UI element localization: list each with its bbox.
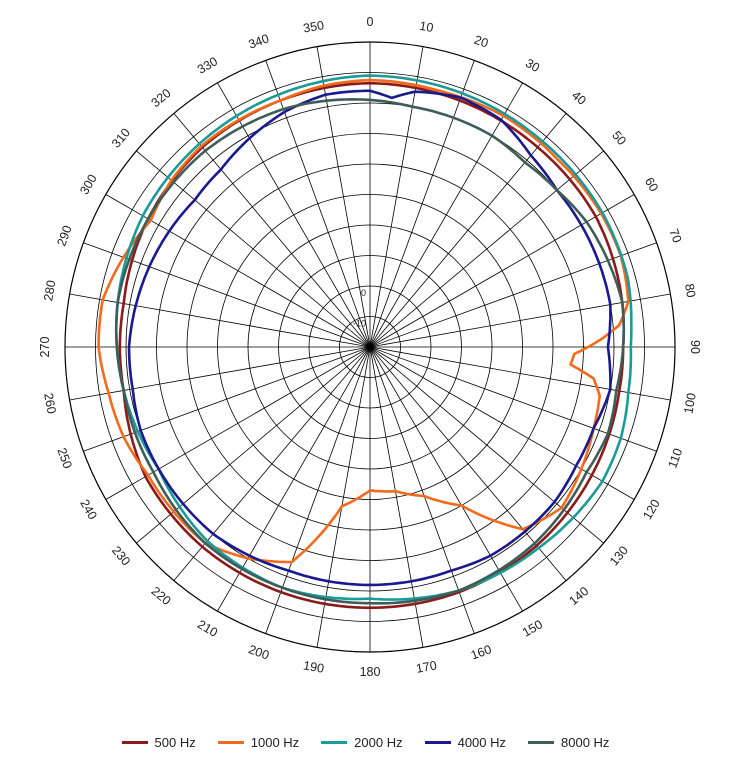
angle-tick-label: 340 <box>247 31 271 51</box>
angle-tick-label: 20 <box>472 33 490 51</box>
grid-spoke <box>173 346 371 581</box>
angle-tick-label: 290 <box>54 224 74 248</box>
grid-spoke <box>369 82 523 348</box>
angle-tick-label: 10 <box>418 19 434 35</box>
series-lines <box>97 74 633 610</box>
angle-tick-label: 120 <box>640 497 663 522</box>
series-line-4000-hz <box>127 89 612 587</box>
polar-chart: 0 10 20 30 40 50 60 70 80 90 100 110 120 130 140 150 160… <box>38 15 702 679</box>
angle-tick-label: 240 <box>77 497 100 522</box>
angle-tick-label: 60 <box>642 175 661 194</box>
legend-item: 1000 Hz <box>217 734 300 750</box>
angle-tick-label: 200 <box>247 642 271 662</box>
legend-label: 1000 Hz <box>250 734 300 750</box>
grid-spoke <box>369 60 475 348</box>
radial-tick-label: -10 <box>353 319 366 329</box>
angle-tick-label: 250 <box>54 446 74 470</box>
angle-tick-label: 150 <box>520 617 545 640</box>
legend-item: 500 Hz <box>121 734 196 750</box>
angle-tick-label: 70 <box>666 227 684 245</box>
grid-spoke <box>369 346 635 500</box>
angle-tick-label: 110 <box>665 446 685 470</box>
angle-tick-label: 180 <box>360 665 381 679</box>
grid-spoke <box>217 82 371 348</box>
angle-tick-label: 90 <box>688 340 702 354</box>
angle-tick-label: 230 <box>109 543 133 568</box>
grid-spoke <box>369 113 567 348</box>
grid-spoke <box>369 346 475 634</box>
angle-tick-label: 100 <box>681 392 698 415</box>
angle-tick-label: 210 <box>195 617 220 640</box>
angle-tick-label: 330 <box>195 54 220 77</box>
legend-label: 4000 Hz <box>457 734 507 750</box>
legend-item: 2000 Hz <box>321 734 403 750</box>
grid-spoke <box>69 293 371 348</box>
angle-tick-label: 320 <box>149 86 174 110</box>
angle-tick-label: 30 <box>523 56 542 75</box>
polar-grid <box>64 41 676 653</box>
legend-label: 2000 Hz <box>354 734 403 750</box>
grid-spoke <box>369 346 671 401</box>
grid-spoke <box>265 346 371 634</box>
angle-tick-label: 40 <box>569 88 589 108</box>
angle-tick-label: 260 <box>41 392 58 415</box>
legend-item: 4000 Hz <box>424 734 507 750</box>
legend-swatch <box>528 740 555 744</box>
legend: 500 Hz 1000 Hz 2000 Hz 4000 Hz 8000 Hz <box>0 731 731 753</box>
grid-spoke <box>369 46 424 348</box>
grid-spoke <box>369 346 604 544</box>
grid-spoke <box>369 346 523 612</box>
legend-label: 8000 Hz <box>561 734 610 750</box>
series-line-8000-hz <box>114 98 626 605</box>
angle-tick-label: 220 <box>149 584 174 608</box>
angle-tick-label: 170 <box>415 658 438 675</box>
legend-label: 500 Hz <box>154 734 196 750</box>
grid-spoke <box>105 194 371 348</box>
grid-spoke <box>369 346 567 581</box>
grid-spoke <box>369 150 604 348</box>
series-line-2000-hz <box>114 74 633 601</box>
angle-tick-label: 50 <box>609 128 629 148</box>
angle-tick-label: 280 <box>41 279 58 302</box>
legend-swatch <box>121 740 148 744</box>
grid-spoke <box>105 346 371 500</box>
grid-spoke <box>173 113 371 348</box>
angle-tick-label: 130 <box>607 543 631 568</box>
legend-item: 8000 Hz <box>528 735 609 750</box>
angle-tick-label: 80 <box>682 283 698 299</box>
angle-tick-label: 190 <box>302 658 325 675</box>
grid-spoke <box>369 293 671 348</box>
series-line-1000-hz <box>97 78 630 564</box>
angle-tick-label: 300 <box>77 172 100 197</box>
grid-spoke <box>69 346 371 401</box>
legend-swatch <box>424 740 451 744</box>
angle-tick-label: 0 <box>367 15 374 29</box>
angle-tick-label: 310 <box>109 126 133 151</box>
angle-tick-label: 160 <box>469 642 493 662</box>
angle-tick-label: 350 <box>302 18 325 35</box>
angle-tick-label: 140 <box>566 584 591 608</box>
radial-tick-labels: -10 0 <box>353 288 366 329</box>
grid-spoke <box>369 194 635 348</box>
grid-spoke <box>316 46 371 348</box>
grid-spoke <box>136 150 371 348</box>
angle-tick-label: 270 <box>38 337 52 358</box>
legend-swatch <box>321 740 348 744</box>
radial-tick-label: 0 <box>361 288 366 298</box>
legend-swatch <box>217 740 244 744</box>
